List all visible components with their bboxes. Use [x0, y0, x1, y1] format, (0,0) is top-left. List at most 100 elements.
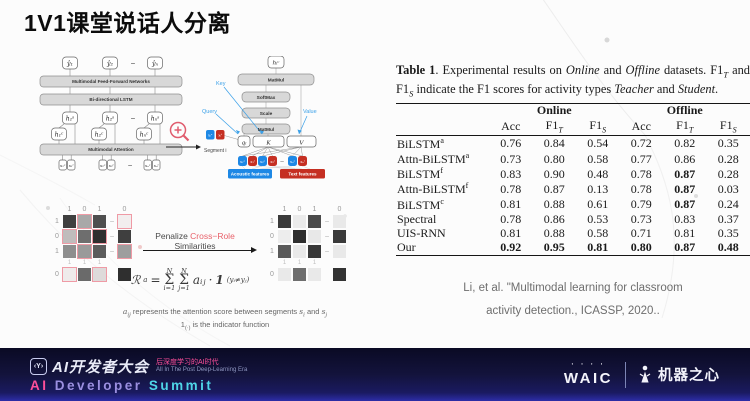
input-node-label: xₙᵃ — [145, 163, 151, 168]
text-segment: . Experimental results on — [435, 63, 566, 77]
score-cell: 0.78 — [630, 181, 652, 196]
token-label: x₁ᵃ — [240, 159, 246, 164]
matrix-label: 1 — [312, 206, 317, 213]
score-cell: 0.90 — [543, 166, 565, 181]
score-cell: 0.81 — [674, 226, 696, 241]
key-annotation: Key — [216, 81, 226, 87]
similarity-matrix-after: 1 0 1 0 1−0−1−1 1 1 0 — [267, 205, 347, 282]
detail-arrow — [166, 144, 201, 150]
value-node-label: V — [299, 140, 304, 146]
token-label: x₁ᵗ — [250, 159, 255, 164]
matrix-label: 1 — [270, 218, 274, 225]
table-caption: Table 1. Experimental results on Online … — [396, 62, 750, 99]
matrix-label: 1 — [97, 206, 102, 213]
matrix-label: 1 — [67, 260, 72, 266]
summit-title-cn: AI开发者大会 — [52, 359, 150, 376]
page-title: 1V1课堂说话人分离 — [24, 10, 231, 36]
input-node-label: x₁ᵃ — [60, 163, 66, 168]
text-segment: is the indicator function — [190, 320, 270, 329]
score-cell: 0.35 — [717, 226, 739, 241]
summit-logo-icon: ‹Y› — [30, 358, 47, 375]
attention-layer-label: Multimodal Attention — [88, 147, 134, 152]
text-segment: Table 1 — [396, 63, 436, 77]
column-header: Acc — [489, 118, 533, 137]
text-segment: and F1 — [396, 63, 750, 96]
feature-connectors — [241, 165, 311, 170]
matrix-cell — [117, 214, 132, 229]
op-scale: Scale — [260, 111, 273, 117]
score-cell: 0.76 — [500, 136, 522, 151]
column-header: F1T — [663, 118, 707, 137]
citation-line: activity detection., ICASSP, 2020.. — [486, 305, 660, 318]
matrix-label: 1 — [297, 260, 302, 266]
ellipsis: − — [130, 61, 135, 68]
text-segment: and — [304, 307, 322, 316]
architecture-layers — [39, 75, 183, 156]
op-matmul-top: MatMul — [268, 77, 285, 83]
citation: Li, et al. "Multimodal learning for clas… — [396, 277, 750, 323]
column-header: F1S — [576, 118, 620, 137]
output-node-label: ŷₙ — [151, 61, 158, 68]
matrix-label: 0 — [297, 206, 302, 213]
matrix-label: 1 — [270, 248, 274, 255]
matrix-label: − — [109, 217, 115, 226]
value-annotation: Value — [303, 109, 317, 115]
score-cell: 0.81 — [500, 197, 522, 212]
score-cell: 0.80 — [619, 241, 663, 257]
text-segment: Teacher — [614, 81, 654, 96]
text-segment: . — [715, 81, 719, 96]
group-header: Online — [536, 103, 572, 118]
model-name: Our — [396, 241, 489, 257]
score-cell: 0.78 — [500, 211, 522, 226]
matrix-cell — [293, 245, 306, 258]
segment-node-label: xᵢᵗ — [218, 133, 222, 138]
matrix-cell — [117, 244, 132, 259]
score-cell: 0.73 — [630, 211, 652, 226]
text-segment: Offline — [625, 63, 660, 77]
footer-divider — [625, 361, 626, 388]
formula-term: aᵢⱼ — [192, 273, 206, 288]
citation-line: Li, et al. "Multimodal learning for clas… — [463, 282, 683, 295]
formula-lhs-sub: a — [143, 276, 148, 285]
score-cell: 0.13 — [587, 181, 609, 196]
zoom-in-indicator — [166, 121, 201, 150]
score-cell: 0.73 — [500, 151, 522, 166]
matrix-cell — [308, 215, 321, 228]
output-node-label: ŷ₂ — [106, 61, 113, 68]
score-cell: 0.78 — [500, 181, 522, 196]
qkv-annotation-arrows — [215, 86, 308, 135]
text-segment: Similarities — [174, 241, 216, 251]
matrix-label: 1 — [55, 248, 59, 255]
footer-bar: ‹Y› AI开发者大会 后深度学习的AI时代 All In The Post D… — [0, 348, 750, 401]
segment-pair-nodes — [206, 130, 225, 140]
hidden-node-label: hₙˢ — [151, 116, 160, 123]
matrix-cell — [333, 245, 346, 258]
key-node-label: K — [265, 140, 271, 146]
text-segment: and — [599, 63, 626, 77]
matrix-cell — [77, 244, 92, 259]
matrix-cell — [278, 230, 291, 243]
score-cell: 0.48 — [706, 241, 750, 257]
text-segment: a — [122, 307, 128, 316]
summit-subtitle: 后深度学习的AI时代 All In The Post Deep-Learning… — [156, 359, 247, 373]
score-cell: 0.78 — [630, 166, 652, 181]
acoustic-features-box — [228, 169, 272, 179]
context-output-label: hᵢᶜ — [273, 60, 280, 66]
matrix-cell — [92, 229, 107, 244]
text-features-label: Text features — [288, 172, 317, 177]
query-annotation: Query — [202, 109, 217, 115]
summit-subtitle-en: All In The Post Deep-Learning Era — [156, 367, 248, 374]
matrix-cell — [278, 268, 291, 281]
context-node-label: hₙᶜ — [140, 132, 149, 139]
matrix-label: 1 — [312, 260, 317, 266]
text-segment: i — [303, 312, 305, 319]
magnifier-icon — [169, 121, 190, 142]
score-cell: 0.71 — [630, 226, 652, 241]
jiqizhixin-logo: 机器之心 — [638, 364, 720, 385]
score-cell: 0.88 — [543, 197, 565, 212]
matrix-label: 1 — [282, 206, 287, 213]
matrix-cell — [92, 267, 107, 282]
results-table-body: BiLSTMa 0.76 0.84 0.54 0.72 0.82 0.35 Attn-BiLS… — [396, 136, 750, 257]
table-row: Attn-BiLSTMf 0.78 0.87 0.13 0.78 0.87 0.03 — [396, 181, 750, 197]
